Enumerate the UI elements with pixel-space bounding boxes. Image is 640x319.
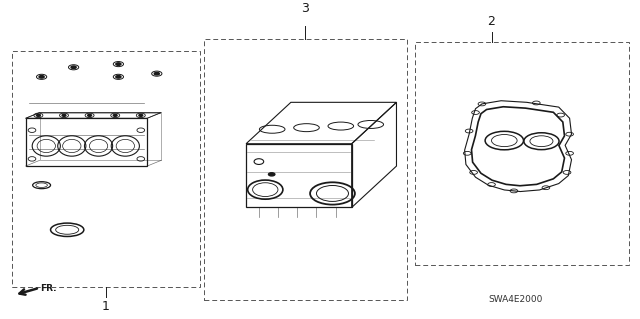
Circle shape <box>269 173 275 176</box>
Circle shape <box>36 115 40 116</box>
Text: 3: 3 <box>301 2 309 15</box>
Circle shape <box>88 115 92 116</box>
Text: SWA4E2000: SWA4E2000 <box>488 295 542 304</box>
Circle shape <box>62 115 66 116</box>
Circle shape <box>113 115 117 116</box>
Circle shape <box>71 66 76 69</box>
Circle shape <box>116 76 121 78</box>
Circle shape <box>39 76 44 78</box>
Circle shape <box>154 72 159 75</box>
Text: 1: 1 <box>102 300 109 313</box>
Text: FR.: FR. <box>40 284 57 293</box>
Circle shape <box>116 63 121 65</box>
Text: 2: 2 <box>488 15 495 27</box>
Circle shape <box>139 115 143 116</box>
